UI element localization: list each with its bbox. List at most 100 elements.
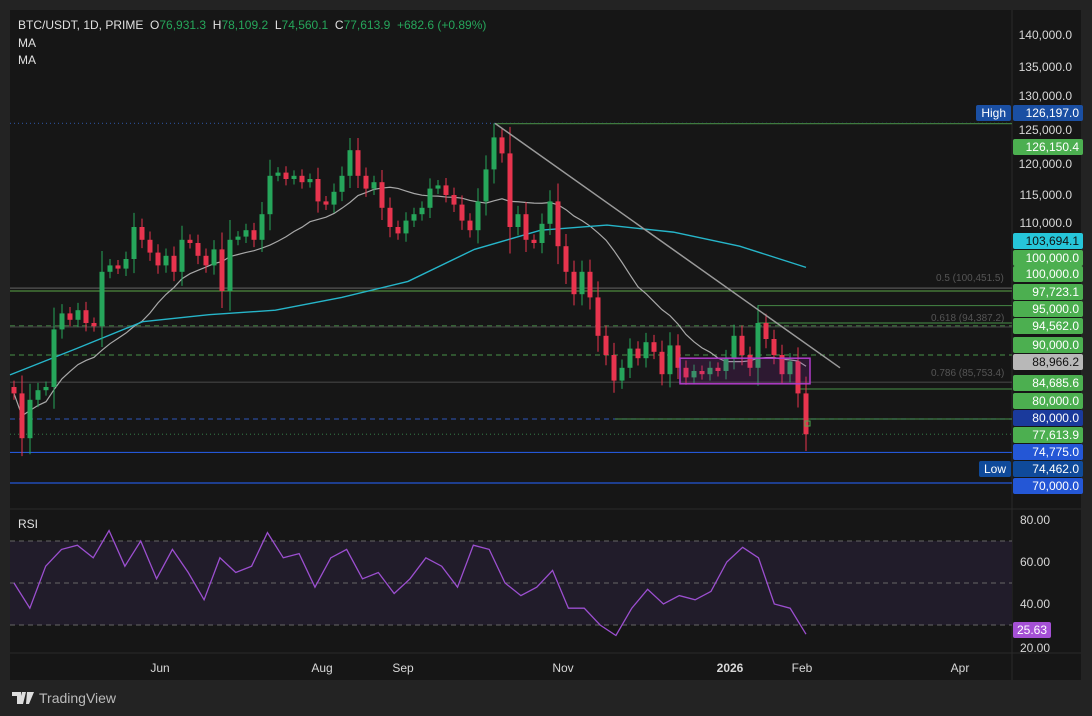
ma-indicator-label-1[interactable]: MA (18, 36, 36, 50)
candle-up (491, 137, 497, 170)
candle-down (555, 201, 561, 247)
candle-down (147, 239, 153, 253)
candle-down (283, 172, 289, 179)
high-label: High (976, 105, 1011, 121)
candle-down (739, 335, 745, 355)
candle-down (467, 220, 473, 231)
candle-down (715, 367, 721, 371)
candle-up (723, 358, 729, 371)
fib-label-0-618: 0.618 (94,387.2) (931, 313, 1005, 324)
candle-up (35, 390, 41, 400)
fib-label-0-786: 0.786 (85,753.4) (931, 368, 1005, 379)
candle-down (747, 355, 753, 368)
candle-down (315, 179, 321, 202)
candle-down (195, 243, 201, 256)
candle-up (51, 329, 57, 387)
candle-down (355, 150, 361, 176)
candle-down (91, 323, 97, 327)
candle-down (219, 249, 225, 291)
price-tag: 74,775.0 (1013, 444, 1083, 460)
candle-down (635, 348, 641, 359)
candle-up (483, 169, 489, 202)
price-tick: 120,000.0 (1018, 157, 1072, 171)
candle-down (563, 246, 569, 272)
brand-name: TradingView (39, 690, 117, 706)
candle-up (539, 223, 545, 243)
rsi-indicator-label[interactable]: RSI (18, 517, 39, 531)
candle-up (755, 323, 761, 368)
candle-down (115, 265, 121, 269)
candle-down (523, 214, 529, 240)
candle-up (291, 175, 297, 179)
time-tick: Feb (791, 661, 813, 675)
candle-down (459, 204, 465, 221)
tradingview-logo[interactable]: TradingView (12, 690, 116, 706)
candle-down (763, 323, 769, 339)
candle-up (707, 367, 713, 375)
price-tag: 90,000.0 (1013, 337, 1083, 353)
candle-up (403, 220, 409, 234)
low-label: L (274, 18, 282, 32)
candle-up (371, 182, 377, 189)
price-tag: 100,000.0 (1013, 266, 1083, 282)
candle-down (395, 227, 401, 234)
candle-up (643, 342, 649, 359)
rsi-tick: 80.00 (1019, 513, 1050, 527)
candle-up (43, 387, 49, 391)
candle-down (83, 310, 89, 323)
candle-down (803, 393, 809, 435)
symbol-title[interactable]: BTC/USDT, 1D, PRIME (18, 18, 144, 32)
candle-up (275, 172, 281, 176)
candle-up (731, 335, 737, 359)
candle-down (531, 239, 537, 243)
candle-down (683, 367, 689, 378)
candle-up (163, 255, 169, 266)
candle-up (787, 361, 793, 375)
price-tag: 84,685.6 (1013, 375, 1083, 391)
candle-down (659, 351, 665, 375)
low-value: 74,560.1 (281, 18, 329, 32)
candle-down (203, 255, 209, 266)
candle-down (499, 137, 505, 154)
candle-down (11, 387, 17, 394)
candle-up (59, 313, 65, 330)
candle-up (235, 236, 241, 240)
candle-up (123, 259, 129, 269)
candle-down (771, 339, 777, 355)
high-label: H (212, 18, 222, 32)
candle-up (667, 345, 673, 375)
marker-box (804, 420, 811, 427)
candle-down (251, 230, 257, 240)
fib-label-0-5: 0.5 (100,451.5) (936, 273, 1004, 284)
candle-down (507, 153, 513, 227)
candle-up (411, 214, 417, 221)
candle-up (419, 207, 425, 215)
close-label: C (334, 18, 344, 32)
price-tag: 94,562.0 (1013, 318, 1083, 334)
candle-down (675, 345, 681, 368)
candle-down (379, 182, 385, 208)
ohlc-legend: BTC/USDT, 1D, PRIME O76,931.3 H78,109.2 … (18, 18, 486, 32)
low-label: Low (978, 461, 1011, 477)
price-tick: 130,000.0 (1018, 89, 1072, 103)
rsi-band (10, 541, 1012, 625)
candle-down (795, 361, 801, 394)
candle-up (75, 310, 81, 320)
candle-up (579, 271, 585, 295)
ma-indicator-label-2[interactable]: MA (18, 53, 36, 67)
candle-up (267, 175, 273, 215)
price-tag: 126,197.0 (1013, 105, 1083, 121)
candle-up (627, 348, 633, 368)
candle-up (227, 239, 233, 291)
high-value: 78,109.2 (221, 18, 269, 32)
price-tag: 80,000.0 (1013, 410, 1083, 426)
price-tag: 77,613.9 (1013, 427, 1083, 443)
candle-up (307, 179, 313, 183)
rsi-tick: 60.00 (1019, 555, 1050, 569)
candle-up (243, 230, 249, 237)
change-value: +682.6 (+0.89%) (396, 18, 487, 32)
candle-down (571, 271, 577, 295)
tradingview-logo-icon (12, 692, 34, 704)
price-tag: 103,694.1 (1013, 233, 1083, 249)
